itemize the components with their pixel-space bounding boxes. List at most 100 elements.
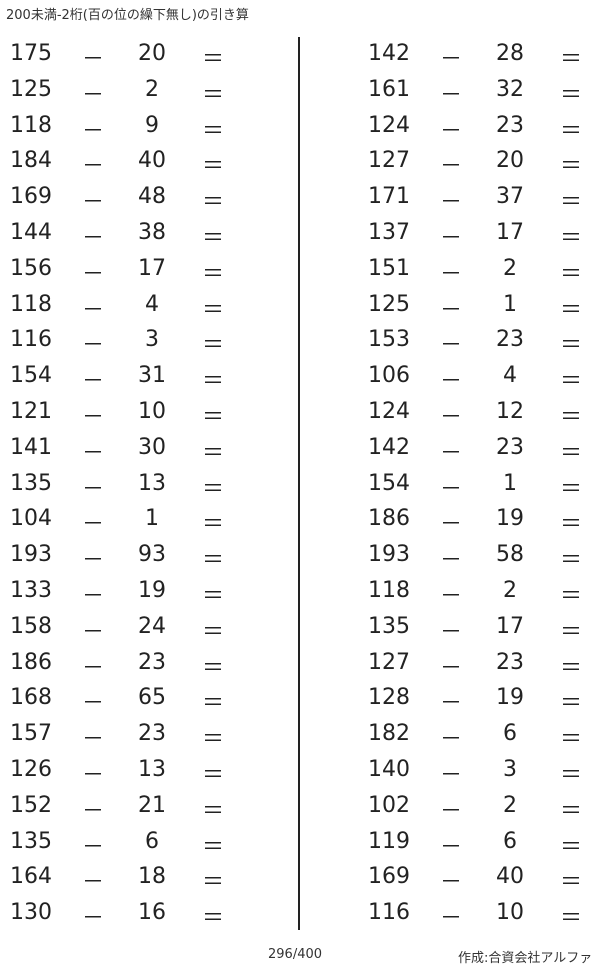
minus-sign: － [82, 440, 105, 466]
subtrahend: 30 [138, 434, 166, 460]
minuend: 154 [10, 363, 52, 389]
subtrahend: 23 [138, 721, 166, 747]
subtrahend: 31 [138, 363, 166, 389]
minus-sign: － [440, 225, 463, 251]
equals-sign: ＝ [202, 762, 225, 788]
equals-sign: ＝ [560, 870, 583, 896]
subtrahend: 21 [138, 792, 166, 818]
problem-row: 124 － 23 ＝ [358, 109, 598, 145]
subtrahend: 17 [496, 613, 524, 639]
minus-sign: － [440, 476, 463, 502]
minus-sign: － [440, 798, 463, 824]
minus-sign: － [82, 190, 105, 216]
equals-sign: ＝ [202, 225, 225, 251]
minuend: 157 [10, 721, 52, 747]
subtrahend: 23 [496, 649, 524, 675]
problem-row: 130 － 16 ＝ [0, 896, 240, 932]
problem-row: 171 － 37 ＝ [358, 180, 598, 216]
equals-sign: ＝ [202, 47, 225, 72]
problem-row: 125 － 2 ＝ [0, 73, 240, 109]
minus-sign: － [440, 512, 463, 538]
subtrahend: 24 [138, 613, 166, 639]
problem-row: 161 － 32 ＝ [358, 73, 598, 109]
minuend: 135 [10, 470, 52, 496]
right-problem-column: 142 － 28 ＝ 161 － 32 ＝ 124 － 23 ＝ 127 － 20 ＝ 171 － 37 ＝ 137 － 1… [358, 37, 598, 932]
equals-sign: ＝ [202, 476, 225, 502]
subtrahend: 3 [503, 756, 517, 782]
equals-sign: ＝ [560, 655, 583, 681]
problem-row: 102 － 2 ＝ [358, 789, 598, 825]
equals-sign: ＝ [202, 154, 225, 180]
subtrahend: 10 [496, 900, 524, 926]
minuend: 142 [368, 434, 410, 460]
minus-sign: － [440, 762, 463, 788]
minus-sign: － [440, 404, 463, 430]
equals-sign: ＝ [202, 619, 225, 645]
equals-sign: ＝ [202, 369, 225, 395]
subtrahend: 13 [138, 470, 166, 496]
subtrahend: 10 [138, 398, 166, 424]
problem-row: 186 － 23 ＝ [0, 646, 240, 682]
equals-sign: ＝ [202, 798, 225, 824]
equals-sign: ＝ [560, 583, 583, 609]
minuend: 193 [368, 542, 410, 568]
equals-sign: ＝ [202, 440, 225, 466]
minuend: 169 [368, 864, 410, 890]
subtrahend: 32 [496, 76, 524, 102]
subtrahend: 12 [496, 398, 524, 424]
minus-sign: － [82, 82, 105, 108]
problem-row: 126 － 13 ＝ [0, 753, 240, 789]
problem-row: 116 － 3 ＝ [0, 323, 240, 359]
equals-sign: ＝ [202, 333, 225, 359]
subtrahend: 28 [496, 41, 524, 66]
problem-row: 168 － 65 ＝ [0, 681, 240, 717]
minus-sign: － [82, 762, 105, 788]
minus-sign: － [440, 118, 463, 144]
subtrahend: 20 [496, 148, 524, 174]
subtrahend: 4 [145, 291, 159, 317]
problem-row: 193 － 58 ＝ [358, 538, 598, 574]
problem-row: 104 － 1 ＝ [0, 502, 240, 538]
subtrahend: 19 [496, 685, 524, 711]
minus-sign: － [440, 655, 463, 681]
problem-row: 182 － 6 ＝ [358, 717, 598, 753]
minuend: 151 [368, 255, 410, 281]
minus-sign: － [82, 691, 105, 717]
minuend: 127 [368, 148, 410, 174]
equals-sign: ＝ [560, 762, 583, 788]
equals-sign: ＝ [202, 548, 225, 574]
subtrahend: 23 [496, 327, 524, 353]
minus-sign: － [82, 154, 105, 180]
minuend: 127 [368, 649, 410, 675]
problem-row: 152 － 21 ＝ [0, 789, 240, 825]
minuend: 102 [368, 792, 410, 818]
minuend: 175 [10, 41, 52, 66]
subtrahend: 19 [496, 506, 524, 532]
minus-sign: － [440, 297, 463, 323]
minuend: 142 [368, 41, 410, 66]
subtrahend: 13 [138, 756, 166, 782]
minus-sign: － [440, 834, 463, 860]
minuend: 119 [368, 828, 410, 854]
subtrahend: 48 [138, 184, 166, 210]
equals-sign: ＝ [202, 583, 225, 609]
minus-sign: － [82, 261, 105, 287]
equals-sign: ＝ [202, 512, 225, 538]
minuend: 140 [368, 756, 410, 782]
subtrahend: 17 [138, 255, 166, 281]
minuend: 141 [10, 434, 52, 460]
minuend: 186 [368, 506, 410, 532]
minus-sign: － [82, 834, 105, 860]
minus-sign: － [82, 512, 105, 538]
minuend: 154 [368, 470, 410, 496]
minus-sign: － [82, 333, 105, 359]
minus-sign: － [82, 476, 105, 502]
minus-sign: － [440, 870, 463, 896]
minus-sign: － [82, 47, 105, 72]
problem-row: 154 － 1 ＝ [358, 467, 598, 503]
minuend: 137 [368, 219, 410, 245]
minus-sign: － [82, 404, 105, 430]
problem-row: 144 － 38 ＝ [0, 216, 240, 252]
problem-row: 124 － 12 ＝ [358, 395, 598, 431]
equals-sign: ＝ [202, 261, 225, 287]
